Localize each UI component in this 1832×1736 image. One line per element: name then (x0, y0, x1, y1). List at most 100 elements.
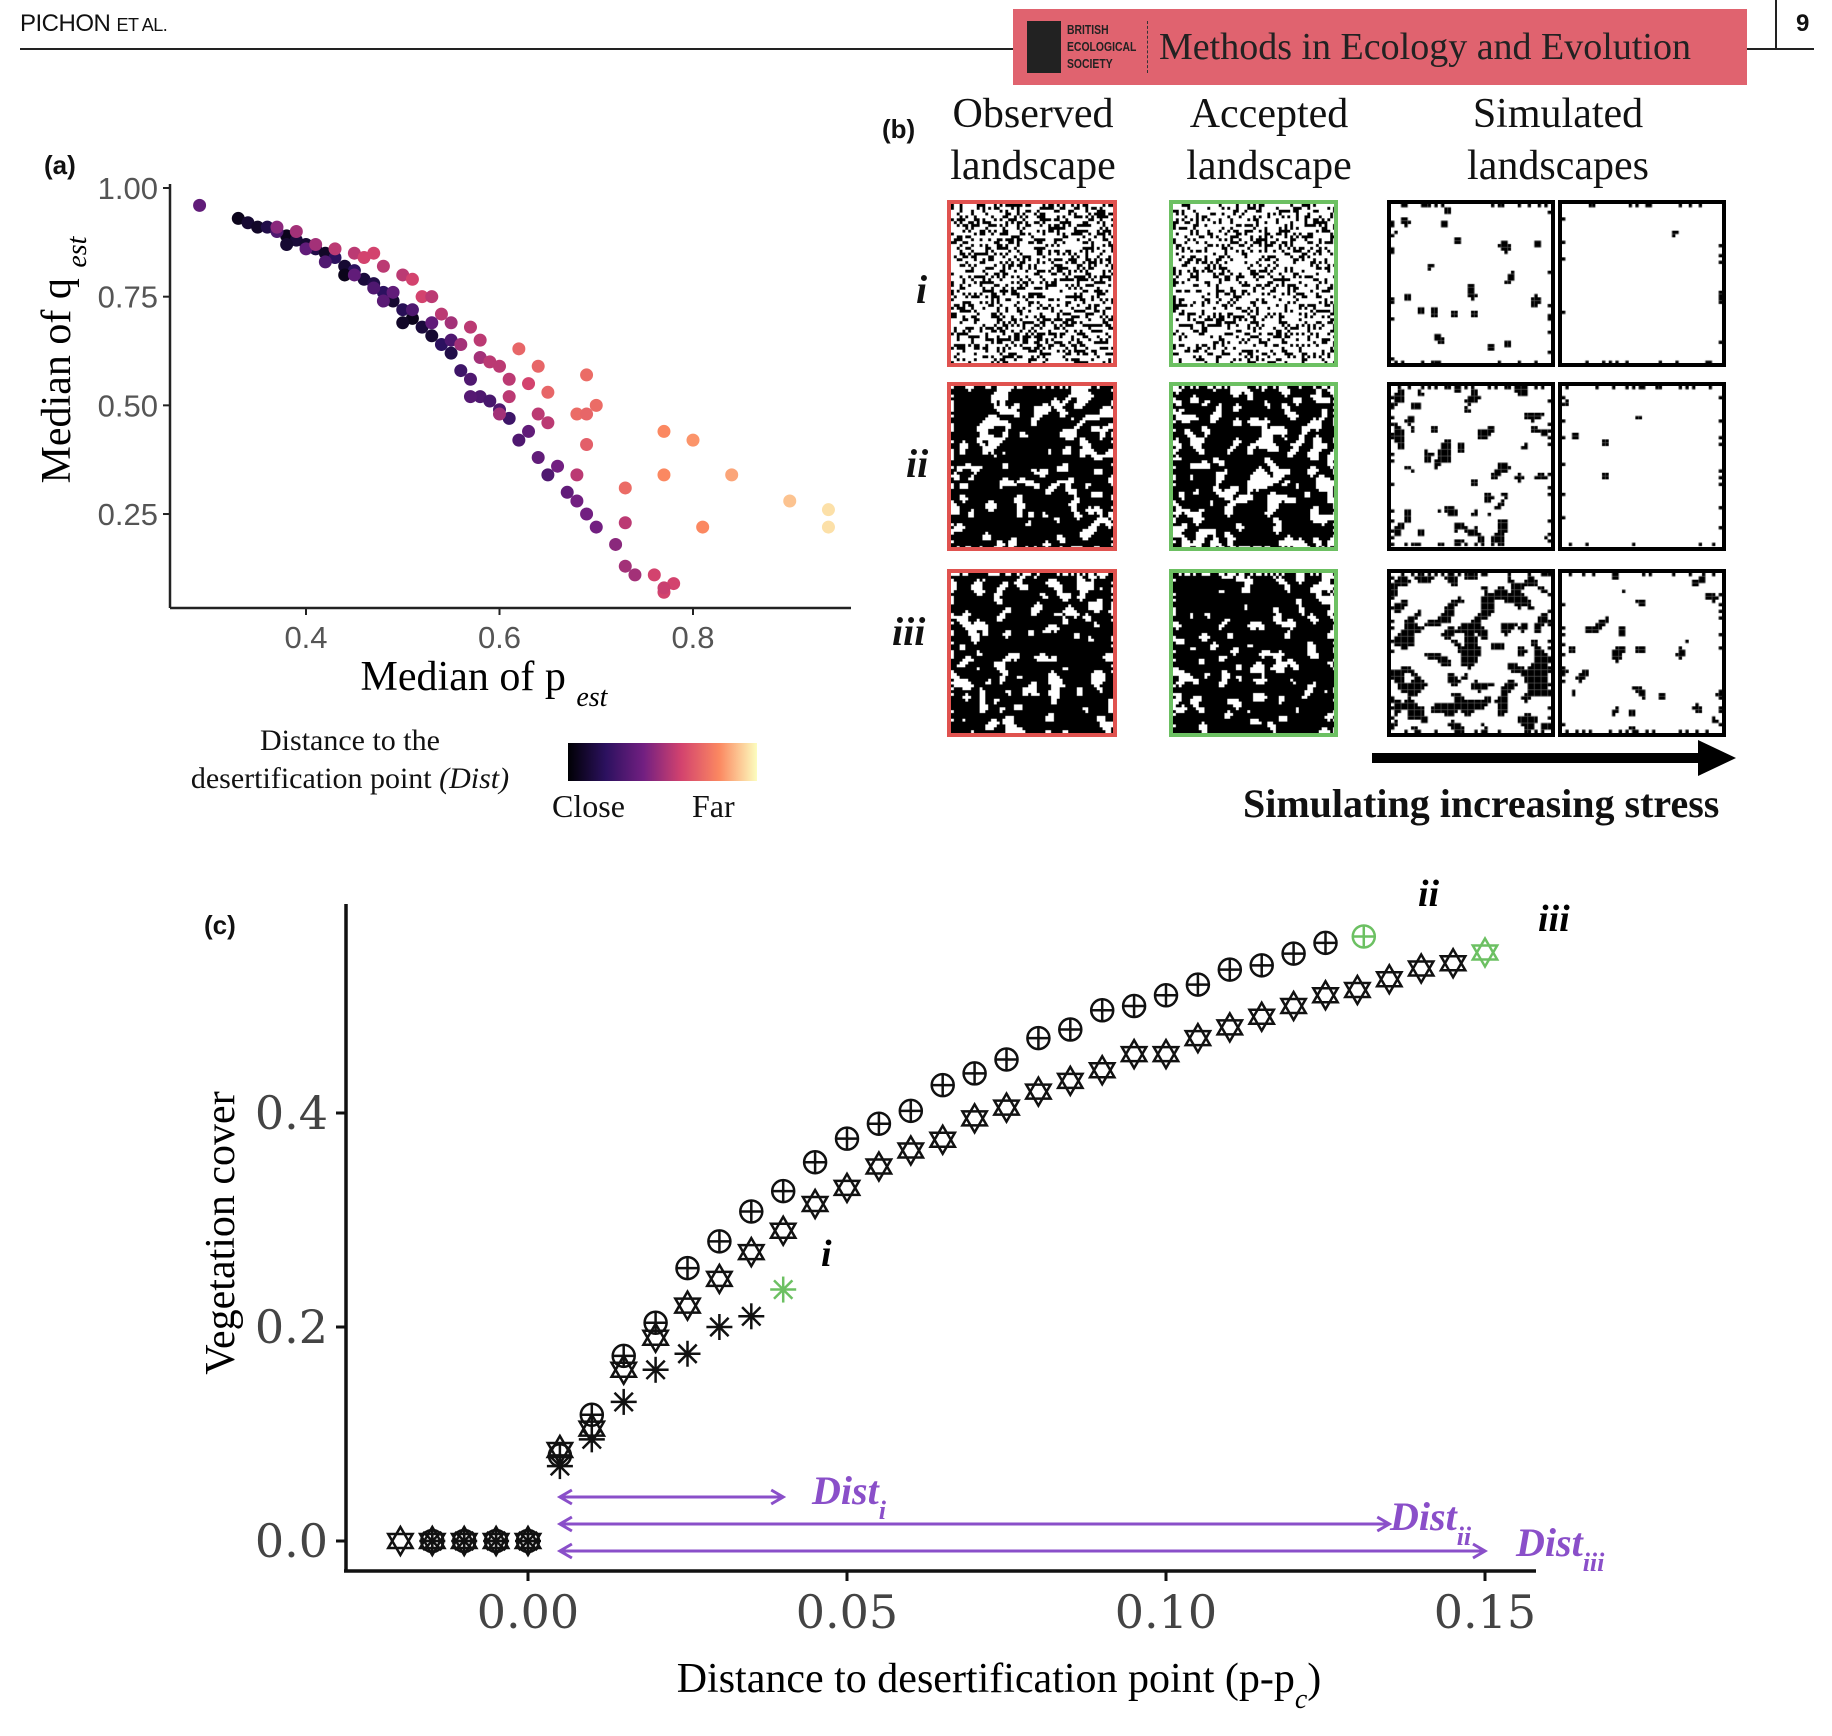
x-tick-label: 0.10 (1115, 1585, 1217, 1639)
hexagram-marker (1215, 1010, 1245, 1044)
panel-c-label: (c) (204, 910, 236, 940)
data-point (425, 329, 439, 343)
data-point (512, 433, 526, 447)
data-point (473, 333, 487, 347)
hexagram-marker (1119, 1037, 1149, 1071)
hexagram-marker (736, 1235, 766, 1269)
landscape-accepted-row-1 (1169, 200, 1338, 367)
x-axis-title: Distance to desertification point (p-pc) (677, 1656, 1322, 1715)
triangle-down (481, 1532, 511, 1558)
asterisk-line (645, 1359, 666, 1380)
y-tick-label: 0.2 (255, 1300, 328, 1354)
panel-a-label: (a) (44, 150, 76, 180)
data-point (289, 224, 303, 238)
circle-plus-marker (1185, 972, 1211, 997)
data-point (396, 303, 410, 317)
hexagram-marker (481, 1524, 511, 1558)
column-header-accepted: Accepted landscape (1186, 91, 1352, 189)
hexagram-marker (1151, 1037, 1181, 1071)
arrowhead-left-icon (556, 1488, 573, 1506)
data-point (589, 398, 603, 412)
triangle-up (1183, 1021, 1213, 1047)
data-point (434, 307, 448, 321)
data-point (580, 507, 594, 521)
triangle-down (960, 1110, 989, 1135)
hexagram-marker (1183, 1021, 1213, 1055)
triangle-up (1024, 1075, 1053, 1100)
hexagram-marker (864, 1150, 894, 1183)
bes-logo-icon (1027, 21, 1061, 73)
circle-plus-marker (1351, 924, 1377, 949)
data-point (454, 364, 468, 378)
data-point (444, 346, 458, 360)
x-axis-title: Median of p est (361, 654, 609, 713)
data-point (657, 424, 671, 438)
triangle-down (386, 1532, 415, 1558)
data-point (241, 216, 255, 230)
data-point (609, 537, 623, 551)
data-point (570, 494, 584, 508)
hexagram-marker (832, 1171, 862, 1205)
data-point (821, 520, 835, 534)
circle-plus-marker (1153, 983, 1179, 1008)
hexagram-marker (768, 1214, 798, 1248)
hexagram-marker (449, 1524, 479, 1558)
data-point (725, 468, 739, 482)
triangle-down (1087, 1061, 1117, 1087)
triangle-down (768, 1222, 798, 1248)
data-point (463, 320, 477, 334)
data-point (570, 407, 584, 421)
arrowhead-right-icon (1472, 1542, 1488, 1560)
asterisk-line (677, 1343, 698, 1364)
triangle-down (513, 1532, 543, 1558)
data-point (531, 407, 545, 421)
triangle-down (992, 1099, 1021, 1125)
triangle-up (1311, 978, 1340, 1004)
data-point (376, 259, 390, 273)
circle-plus-marker (1281, 941, 1306, 966)
arrowhead-right-icon (770, 1488, 787, 1506)
data-point (473, 351, 487, 365)
data-point (231, 211, 245, 225)
triangle-up (1279, 989, 1308, 1015)
asterisk-marker (674, 1340, 701, 1367)
circle-plus-marker (1249, 953, 1274, 978)
asterisk-marker (738, 1303, 765, 1330)
data-point (193, 198, 207, 212)
column-header-observed: Observed landscape (950, 91, 1116, 189)
triangle-down (417, 1532, 447, 1558)
triangle-down (449, 1532, 479, 1558)
arrowhead-left-icon (556, 1542, 573, 1560)
data-point (425, 290, 439, 304)
y-tick-label: 0.50 (98, 388, 158, 423)
asterisk-marker (642, 1356, 669, 1383)
landscape-simulated-1-row-3 (1387, 569, 1555, 737)
hexagram-marker (1087, 1053, 1117, 1087)
hexagram-marker (545, 1433, 575, 1467)
circle-plus-marker (898, 1098, 924, 1124)
data-point (367, 281, 381, 295)
hexagram-marker (641, 1321, 670, 1355)
colorbar (568, 743, 757, 781)
circle-plus-marker (866, 1111, 892, 1136)
landscape-simulated-2-row-3 (1558, 569, 1726, 737)
data-point (396, 268, 410, 282)
data-point (512, 342, 526, 356)
circle-plus-marker (739, 1199, 764, 1224)
data-point (483, 394, 497, 408)
color-legend-title: Distance to the desertification point (D… (190, 724, 510, 795)
data-point (347, 246, 361, 260)
data-point (405, 272, 419, 286)
hexagram-marker (386, 1524, 415, 1558)
data-point (357, 272, 371, 286)
data-point (570, 468, 584, 482)
data-point (367, 246, 381, 260)
triangle-down (1470, 944, 1500, 969)
hexagram-marker (1279, 989, 1308, 1023)
data-point (618, 516, 632, 530)
hexagram-marker (1024, 1075, 1053, 1109)
data-point (347, 268, 361, 282)
hexagram-marker (1438, 946, 1468, 980)
hexagram-marker (673, 1289, 702, 1323)
landscape-observed-row-2 (947, 382, 1117, 551)
